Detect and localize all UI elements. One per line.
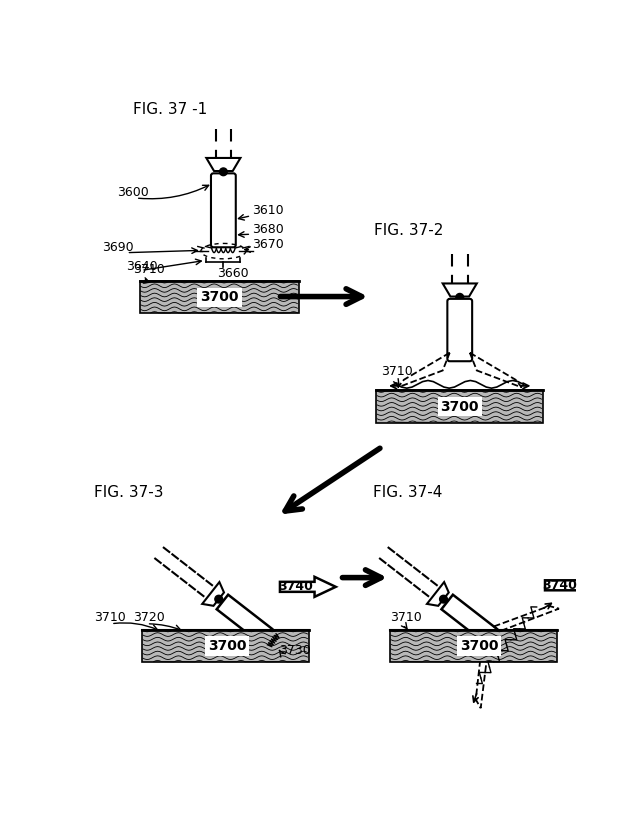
Polygon shape: [217, 595, 272, 644]
Bar: [390, 630, 557, 662]
Text: FIG. 37-3: FIG. 37-3: [94, 485, 163, 500]
Text: 3710: 3710: [390, 610, 422, 624]
Polygon shape: [202, 582, 224, 606]
Text: 3690: 3690: [102, 241, 133, 254]
Circle shape: [215, 595, 223, 603]
Circle shape: [220, 168, 227, 175]
Text: FIG. 37-4: FIG. 37-4: [373, 485, 442, 500]
Bar: [140, 281, 298, 313]
Polygon shape: [427, 582, 449, 606]
FancyBboxPatch shape: [211, 174, 236, 247]
Text: 3740: 3740: [278, 580, 313, 594]
Text: 3670: 3670: [252, 238, 284, 251]
Bar: [142, 630, 308, 662]
Text: 3710: 3710: [94, 610, 125, 624]
Polygon shape: [264, 632, 276, 645]
Polygon shape: [545, 575, 598, 595]
Text: 3740: 3740: [542, 579, 577, 592]
Text: 3600: 3600: [117, 186, 149, 200]
Text: 3660: 3660: [217, 267, 249, 281]
Circle shape: [440, 595, 447, 603]
Text: 3700: 3700: [200, 291, 239, 304]
Text: 3610: 3610: [252, 205, 284, 217]
Polygon shape: [206, 158, 241, 171]
Polygon shape: [280, 577, 336, 597]
Text: 3700: 3700: [460, 639, 499, 653]
Text: 3710: 3710: [381, 365, 412, 378]
Bar: [376, 391, 543, 423]
Polygon shape: [442, 595, 497, 644]
Text: 3700: 3700: [440, 400, 479, 413]
Text: 3730: 3730: [279, 644, 310, 656]
Text: FIG. 37-2: FIG. 37-2: [374, 223, 444, 238]
Circle shape: [456, 293, 463, 301]
Text: FIG. 37 -1: FIG. 37 -1: [132, 102, 207, 117]
FancyBboxPatch shape: [447, 299, 472, 362]
Polygon shape: [443, 283, 477, 296]
Text: 3700: 3700: [208, 639, 246, 653]
Text: 3710: 3710: [132, 264, 164, 276]
Text: 3640: 3640: [127, 260, 158, 272]
Text: 3680: 3680: [252, 223, 284, 235]
Text: 3720: 3720: [132, 610, 164, 624]
